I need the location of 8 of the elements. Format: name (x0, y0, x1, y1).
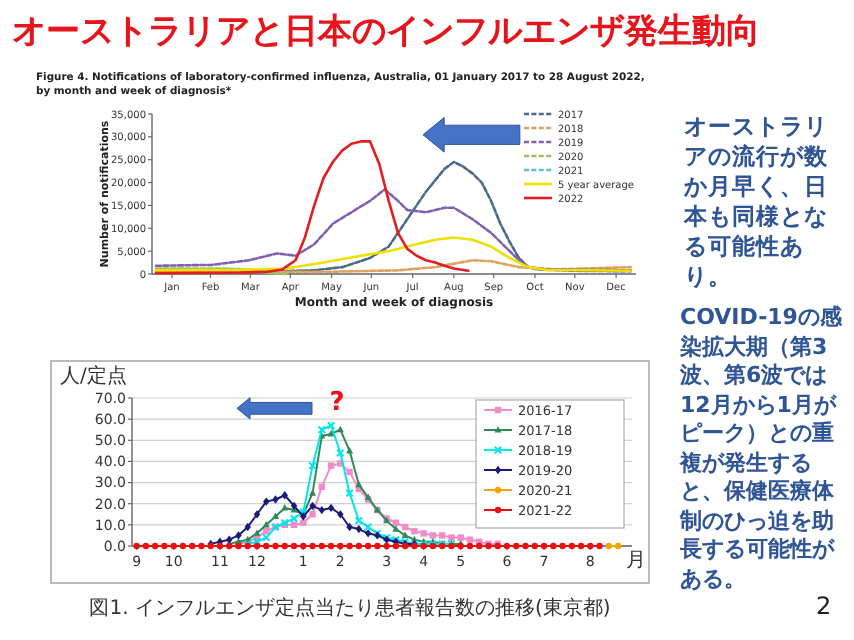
x-axis-title: 月 (626, 550, 646, 572)
text: COVID-19の感染拡大期（第3波、第6波では12月から1月がピーク）との重複が発生すると、保健医療体制のひっ迫を助長する可能性がある。 (680, 304, 842, 591)
text: オーストラリアと日本のインフルエンザ発生動向 (12, 10, 762, 54)
caption: 図1. インフルエンザ定点当たり患者報告数の推移(東京都) (87, 595, 613, 622)
annotation: ? (329, 388, 345, 418)
y-axis-title: 人/定点 (60, 364, 127, 388)
text: オーストラリアの流行が数か月早く、日本も同様となる可能性あり。 (684, 112, 830, 292)
text: 2 (816, 592, 832, 620)
